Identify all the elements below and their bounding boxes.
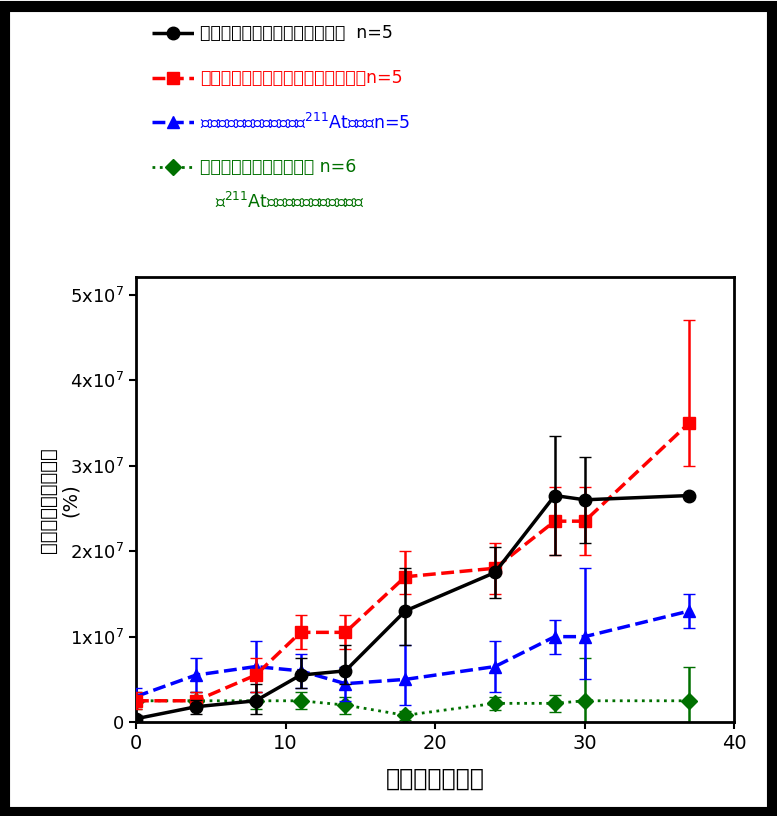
Y-axis label: がん細胞の発光輝度
(%): がん細胞の発光輝度 (%)	[39, 447, 79, 552]
Text: 標的アイソトープ治療群 n=6: 標的アイソトープ治療群 n=6	[200, 158, 356, 176]
Text: アイソトープ単独治療群（$^{211}$At投与）n=5: アイソトープ単独治療群（$^{211}$At投与）n=5	[200, 113, 410, 132]
Text: 治療対照群（生理食塩水投与）  n=5: 治療対照群（生理食塩水投与） n=5	[200, 24, 392, 42]
Text: 抗体治療群（トラスツズマブ投与）n=5: 抗体治療群（トラスツズマブ投与）n=5	[200, 69, 402, 86]
Text: （$^{211}$At－トラスツズマブ投与）: （$^{211}$At－トラスツズマブ投与）	[215, 192, 365, 211]
X-axis label: 治療開始後日数: 治療開始後日数	[385, 767, 485, 791]
